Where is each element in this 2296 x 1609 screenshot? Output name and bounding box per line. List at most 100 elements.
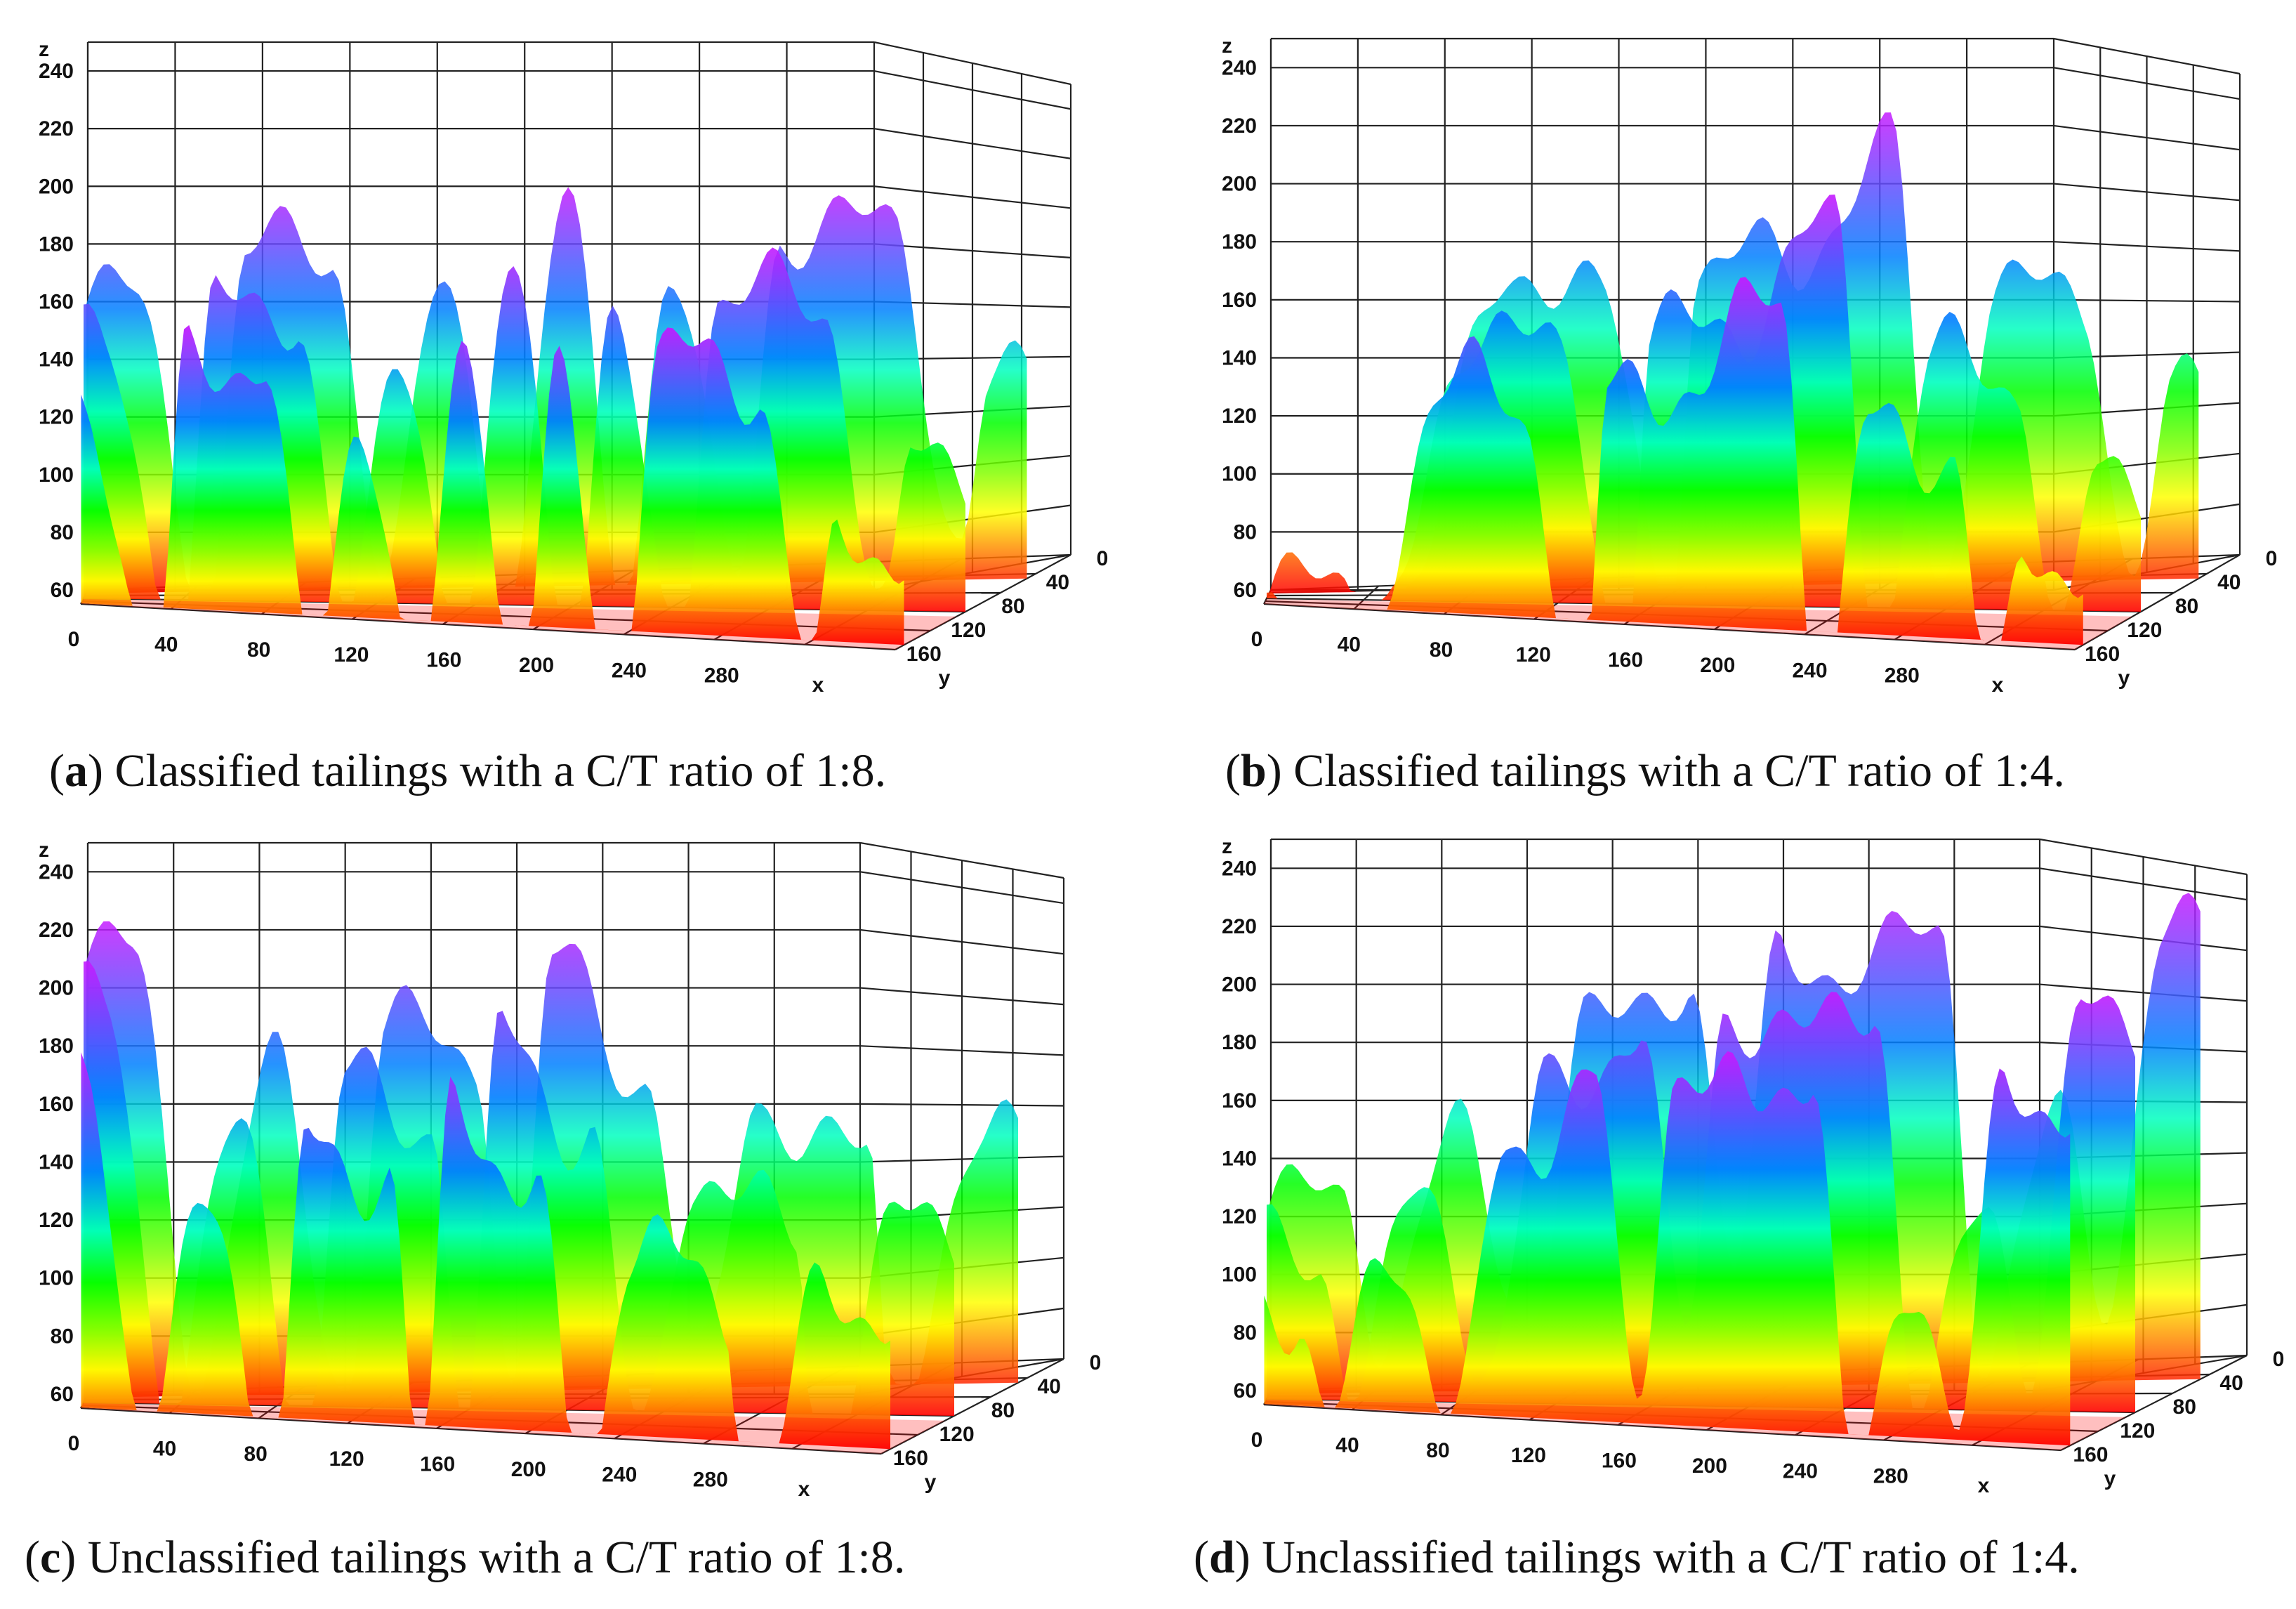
x-tick-label: 40 bbox=[1338, 633, 1361, 656]
x-tick-label: 280 bbox=[704, 664, 739, 688]
z-tick-label: 60 bbox=[51, 1383, 74, 1406]
z-tick-label: 160 bbox=[1222, 289, 1257, 312]
z-tick-label: 120 bbox=[39, 1209, 74, 1232]
x-tick-label: 120 bbox=[1516, 643, 1551, 666]
surface-layer bbox=[81, 324, 904, 645]
surface bbox=[1264, 893, 2201, 1450]
y-tick-label: 120 bbox=[951, 619, 986, 642]
x-axis-label: x bbox=[798, 1478, 810, 1501]
x-tick-label: 80 bbox=[247, 638, 270, 662]
y-axis-label: y bbox=[939, 666, 951, 690]
z-tick-label: 80 bbox=[51, 521, 74, 544]
grid-line bbox=[1263, 603, 2076, 651]
z-tick-label: 160 bbox=[39, 290, 74, 313]
z-tick-label: 60 bbox=[1234, 1379, 1257, 1403]
y-tick-label: 120 bbox=[2127, 619, 2162, 642]
caption-label: b bbox=[1240, 745, 1267, 796]
x-tick-label: 40 bbox=[153, 1437, 176, 1460]
z-tick-label: 220 bbox=[39, 919, 74, 942]
x-tick-label: 40 bbox=[1335, 1433, 1359, 1457]
y-tick-label: 0 bbox=[1097, 547, 1109, 570]
z-tick-label: 160 bbox=[1222, 1089, 1257, 1112]
z-tick-label: 100 bbox=[1222, 463, 1257, 486]
surface-floor bbox=[81, 1403, 945, 1454]
z-tick-label: 220 bbox=[39, 117, 74, 140]
grid-line bbox=[895, 554, 1071, 650]
grid-line bbox=[80, 1407, 882, 1455]
x-tick-label: 240 bbox=[602, 1463, 637, 1486]
z-tick-label: 240 bbox=[1222, 857, 1257, 880]
x-tick-label: 240 bbox=[1792, 659, 1827, 682]
x-tick-label: 200 bbox=[511, 1458, 546, 1481]
z-tick-label: 240 bbox=[39, 60, 74, 83]
z-tick-label: 200 bbox=[1222, 173, 1257, 196]
surface-floor bbox=[1264, 1400, 2126, 1450]
x-tick-label: 40 bbox=[154, 633, 178, 656]
z-tick-label: 100 bbox=[39, 464, 74, 487]
y-tick-label: 160 bbox=[2073, 1443, 2108, 1466]
caption-label: c bbox=[39, 1532, 61, 1583]
x-tick-label: 240 bbox=[1783, 1459, 1818, 1483]
y-axis-label: y bbox=[2118, 666, 2130, 690]
x-tick-label: 200 bbox=[519, 654, 554, 677]
x-axis-label: x bbox=[812, 674, 824, 697]
z-tick-label: 120 bbox=[1222, 1205, 1257, 1228]
z-tick-label: 140 bbox=[1222, 1147, 1257, 1170]
z-tick-label: 180 bbox=[39, 1035, 74, 1058]
caption-d: (d) Unclassified tailings with a C/T rat… bbox=[1194, 1532, 2080, 1583]
y-tick-label: 80 bbox=[991, 1399, 1015, 1422]
caption-label: d bbox=[1208, 1532, 1235, 1583]
z-tick-label: 80 bbox=[51, 1325, 74, 1348]
surface-floor bbox=[1264, 599, 2133, 650]
y-axis-label: y bbox=[2104, 1467, 2116, 1490]
x-tick-label: 160 bbox=[1608, 649, 1643, 672]
x-tick-label: 0 bbox=[68, 1432, 80, 1455]
panel-b: 60 80 100 120 140 160 180 200 220 240 z 0 40 80 120 160… bbox=[1166, 0, 2296, 730]
x-tick-label: 280 bbox=[1885, 664, 1920, 688]
y-tick-label: 120 bbox=[2120, 1419, 2155, 1443]
z-tick-label: 100 bbox=[1222, 1263, 1257, 1287]
y-tick-label: 0 bbox=[2273, 1348, 2285, 1371]
surface bbox=[1264, 112, 2199, 650]
z-tick-label: 240 bbox=[1222, 56, 1257, 79]
caption-a: (a) Classified tailings with a C/T ratio… bbox=[49, 745, 887, 796]
z-tick-label: 100 bbox=[39, 1267, 74, 1290]
caption-b: (b) Classified tailings with a C/T ratio… bbox=[1225, 745, 2065, 796]
caption-text: Unclassified tailings with a C/T ratio o… bbox=[87, 1532, 906, 1583]
y-tick-label: 80 bbox=[2173, 1395, 2196, 1419]
x-tick-label: 160 bbox=[1602, 1450, 1637, 1473]
y-tick-label: 0 bbox=[2266, 547, 2278, 570]
z-tick-label: 180 bbox=[1222, 1031, 1257, 1054]
z-tick-label: 80 bbox=[1234, 1321, 1257, 1344]
x-tick-label: 120 bbox=[1511, 1444, 1546, 1467]
z-tick-label: 80 bbox=[1234, 520, 1257, 544]
z-tick-label: 60 bbox=[51, 579, 74, 602]
z-axis-label: z bbox=[39, 38, 49, 61]
z-tick-label: 220 bbox=[1222, 114, 1257, 138]
z-axis-label: z bbox=[39, 839, 49, 862]
z-tick-label: 140 bbox=[39, 348, 74, 372]
x-tick-label: 200 bbox=[1700, 654, 1735, 677]
y-tick-label: 40 bbox=[2219, 1372, 2243, 1395]
x-tick-label: 120 bbox=[329, 1447, 364, 1471]
x-tick-label: 80 bbox=[1430, 638, 1453, 662]
x-axis-label: x bbox=[1992, 674, 2004, 697]
surface-floor bbox=[81, 599, 957, 650]
surface-layer bbox=[84, 961, 954, 1416]
y-axis-label: y bbox=[925, 1471, 937, 1494]
y-tick-label: 80 bbox=[2175, 595, 2198, 618]
x-tick-label: 0 bbox=[1251, 1429, 1263, 1452]
y-tick-label: 40 bbox=[1046, 571, 1069, 594]
y-tick-label: 40 bbox=[1038, 1375, 1061, 1398]
x-tick-label: 160 bbox=[426, 649, 461, 672]
y-tick-label: 160 bbox=[893, 1447, 928, 1470]
x-tick-label: 80 bbox=[244, 1443, 267, 1466]
x-tick-label: 160 bbox=[420, 1453, 455, 1476]
grid-line bbox=[80, 603, 896, 651]
grid-line bbox=[2074, 554, 2241, 650]
z-tick-label: 200 bbox=[39, 175, 74, 198]
